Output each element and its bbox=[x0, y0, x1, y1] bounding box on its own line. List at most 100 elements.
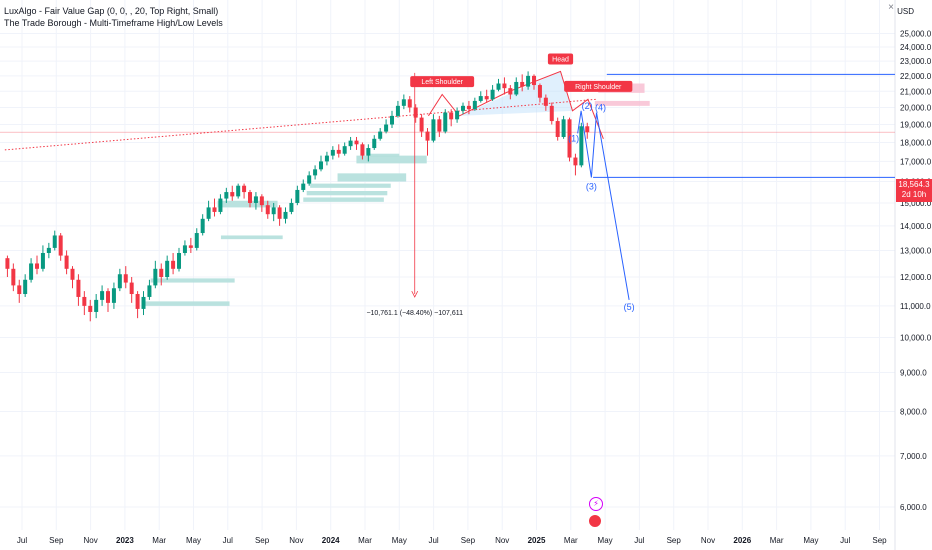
x-tick-label: Jul bbox=[17, 536, 27, 545]
candle-body bbox=[390, 115, 395, 125]
candle-body bbox=[431, 119, 436, 141]
candle-body bbox=[117, 274, 122, 289]
candle-body bbox=[88, 305, 93, 312]
x-axis[interactable]: Jul Sep Nov 2023 Mar May Jul Sep Nov 2024 Mar May Ju… bbox=[17, 536, 887, 545]
x-tick-label: Sep bbox=[461, 536, 476, 545]
x-tick-label: May bbox=[186, 536, 201, 545]
candle-body bbox=[324, 155, 329, 162]
candle-body bbox=[271, 207, 276, 215]
wave-label: (4) bbox=[595, 103, 606, 113]
x-tick-label: Jul bbox=[634, 536, 644, 545]
y-tick-label: 11,000.0 bbox=[900, 302, 931, 311]
candle-body bbox=[182, 245, 187, 254]
candle-body bbox=[283, 211, 288, 219]
candle-body bbox=[52, 235, 57, 248]
candle-body bbox=[466, 105, 471, 110]
candle-body bbox=[301, 183, 306, 190]
x-tick-label: Jul bbox=[428, 536, 438, 545]
last-price-tag: 18,564.3 2d 10h bbox=[896, 179, 932, 202]
candle-body bbox=[319, 161, 324, 170]
x-tick-label: Nov bbox=[701, 536, 715, 545]
candle-body bbox=[342, 146, 347, 154]
right-shoulder-label: Right Shoulder bbox=[575, 84, 622, 91]
candle-body bbox=[206, 207, 211, 219]
candle-body bbox=[579, 126, 584, 166]
currency-label: USD bbox=[897, 7, 914, 16]
candle-body bbox=[419, 117, 424, 132]
lightning-icon[interactable]: ⚡ bbox=[589, 497, 603, 511]
candle-body bbox=[17, 285, 22, 295]
x-tick-label: 2024 bbox=[322, 536, 340, 545]
bar-countdown: 2d 10h bbox=[901, 190, 927, 199]
candle-body bbox=[58, 235, 63, 256]
candle-body bbox=[23, 279, 28, 295]
y-tick-label: 6,000.0 bbox=[900, 503, 927, 512]
candle-body bbox=[496, 83, 501, 90]
candle-body bbox=[330, 149, 335, 156]
y-axis[interactable]: 6,000.0 7,000.0 8,000.0 9,000.0 10,000.0 11,0… bbox=[900, 29, 932, 512]
candle-body bbox=[401, 99, 406, 106]
y-tick-label: 22,000.0 bbox=[900, 72, 932, 81]
candle-body bbox=[407, 99, 412, 108]
candle-body bbox=[100, 291, 105, 300]
x-tick-label: Nov bbox=[83, 536, 97, 545]
x-tick-label: 2025 bbox=[528, 536, 546, 545]
candle-body bbox=[29, 263, 34, 280]
fvg-bear-zone bbox=[594, 100, 650, 106]
x-tick-label: Mar bbox=[770, 536, 784, 545]
candle-body bbox=[177, 253, 182, 269]
trend-lines bbox=[0, 70, 895, 300]
candle-body bbox=[224, 192, 229, 199]
candle-body bbox=[384, 124, 389, 132]
measure-arrow bbox=[411, 290, 419, 298]
candle-body bbox=[265, 205, 270, 215]
candle-body bbox=[218, 198, 223, 212]
last-price: 18,564.3 bbox=[898, 180, 930, 189]
head-label-bg bbox=[547, 53, 574, 65]
candle-body bbox=[200, 218, 205, 234]
left-shoulder-label: Left Shoulder bbox=[421, 79, 463, 86]
candles bbox=[5, 71, 590, 322]
y-tick-label: 14,000.0 bbox=[900, 222, 932, 231]
x-tick-label: May bbox=[598, 536, 613, 545]
candle-body bbox=[171, 260, 176, 269]
indicator-fvg[interactable]: LuxAlgo - Fair Value Gap (0, 0, , 20, To… bbox=[4, 6, 219, 16]
candle-body bbox=[153, 268, 158, 286]
x-tick-label: Sep bbox=[49, 536, 64, 545]
fvg-bull-zone bbox=[217, 200, 278, 208]
candle-body bbox=[212, 207, 217, 212]
y-tick-label: 23,000.0 bbox=[900, 57, 932, 66]
candle-body bbox=[253, 196, 258, 203]
candle-body bbox=[366, 148, 371, 156]
candle-body bbox=[230, 192, 235, 197]
candle-body bbox=[289, 202, 294, 212]
candle-body bbox=[425, 131, 430, 141]
candle-body bbox=[141, 296, 146, 309]
y-tick-label: 20,000.0 bbox=[900, 103, 932, 112]
candle-body bbox=[135, 294, 140, 309]
candle-body bbox=[549, 105, 554, 122]
fvg-bull-zone bbox=[306, 191, 388, 196]
candle-body bbox=[194, 233, 199, 248]
neckline bbox=[4, 98, 597, 151]
close-icon[interactable]: × bbox=[888, 2, 894, 13]
x-tick-label: Mar bbox=[152, 536, 166, 545]
candle-body bbox=[295, 189, 300, 203]
candle-body bbox=[165, 260, 170, 277]
candle-body bbox=[11, 268, 16, 286]
candle-body bbox=[111, 288, 116, 303]
indicator-mtf-levels[interactable]: The Trade Borough - Multi-Timeframe High… bbox=[4, 18, 223, 28]
candle-body bbox=[236, 185, 241, 197]
x-tick-label: Sep bbox=[667, 536, 682, 545]
candle-body bbox=[248, 192, 253, 203]
x-tick-label: Sep bbox=[255, 536, 270, 545]
fvg-bull-zone bbox=[370, 153, 400, 157]
y-tick-label: 25,000.0 bbox=[900, 29, 932, 38]
candle-body bbox=[82, 296, 87, 306]
y-tick-label: 12,000.0 bbox=[900, 273, 932, 282]
y-tick-label: 13,000.0 bbox=[900, 246, 932, 255]
candle-body bbox=[129, 282, 134, 295]
candle-body bbox=[514, 81, 519, 95]
us-flag-icon[interactable] bbox=[588, 514, 602, 528]
